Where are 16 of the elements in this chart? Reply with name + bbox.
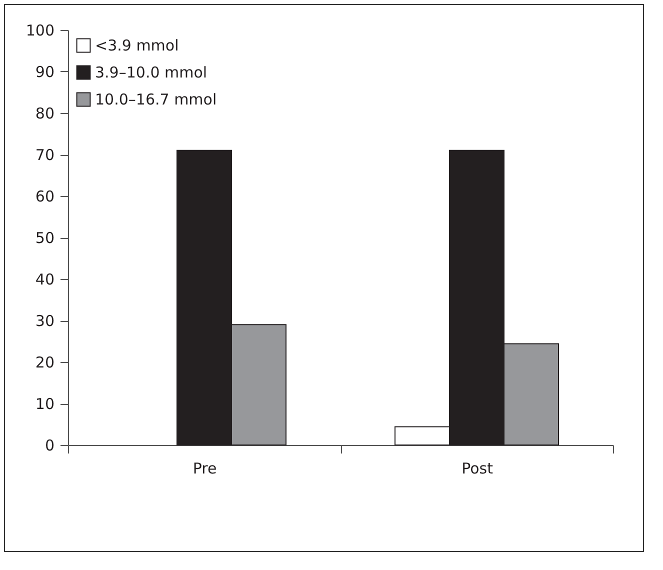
legend-label: 3.9–10.0 mmol xyxy=(95,64,208,82)
y-tick-label: 40 xyxy=(35,270,54,288)
y-tick-label: 10 xyxy=(35,395,54,413)
x-tick-label: Pre xyxy=(192,460,217,478)
legend-label: 10.0–16.7 mmol xyxy=(95,90,217,108)
y-tick-label: 20 xyxy=(35,354,54,372)
y-tick-label: 100 xyxy=(26,22,54,40)
y-tick-label: 60 xyxy=(35,188,54,206)
y-tick-label: 90 xyxy=(35,63,54,81)
x-tick-label: Post xyxy=(462,460,494,478)
y-tick-label: 50 xyxy=(35,229,54,247)
y-tick-label: 70 xyxy=(35,146,54,164)
y-tick-label: 0 xyxy=(44,436,54,454)
y-tick-label: 80 xyxy=(35,104,54,122)
legend-label: <3.9 mmol xyxy=(95,36,179,54)
y-tick-label: 30 xyxy=(35,312,54,330)
